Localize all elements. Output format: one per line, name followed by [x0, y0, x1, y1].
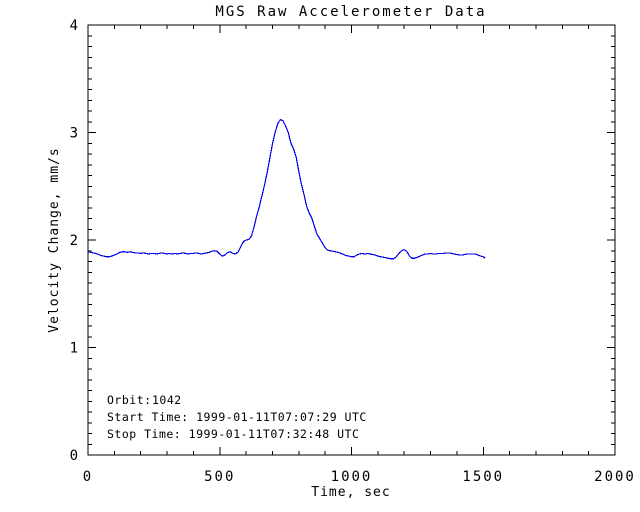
tick-labels: 0 500 1000 1500 2000 0 1 2 3 4 — [70, 18, 636, 485]
annotation-stop-time: Stop Time: 1999-01-11T07:32:48 UTC — [107, 427, 359, 441]
y-tick-label: 3 — [70, 126, 80, 142]
annotation-orbit-label: Orbit: — [107, 393, 152, 407]
y-tick-label: 2 — [70, 233, 80, 249]
y-axis-label: Velocity Change, mm/s — [47, 147, 62, 332]
axes — [87, 24, 616, 456]
velocity-curve — [87, 118, 486, 260]
data-curve — [87, 118, 486, 260]
annotation-orbit-value: 1042 — [152, 393, 182, 407]
chart-title: MGS Raw Accelerometer Data — [215, 4, 486, 20]
x-axis-label: Time, sec — [311, 485, 390, 500]
plot-box — [87, 24, 616, 456]
x-tick-label: 500 — [204, 469, 235, 485]
x-tick-label: 2000 — [594, 469, 636, 485]
x-tick-label: 1000 — [331, 469, 373, 485]
y-tick-label: 4 — [70, 18, 80, 34]
annotation-start-time: Start Time: 1999-01-11T07:07:29 UTC — [107, 410, 367, 424]
annotation-block: Orbit: 1042 Start Time: 1999-01-11T07:07… — [107, 393, 367, 441]
x-tick-label: 1500 — [462, 469, 504, 485]
x-tick-label: 0 — [83, 469, 93, 485]
y-tick-label: 0 — [70, 448, 80, 464]
y-tick-label: 1 — [70, 341, 80, 357]
